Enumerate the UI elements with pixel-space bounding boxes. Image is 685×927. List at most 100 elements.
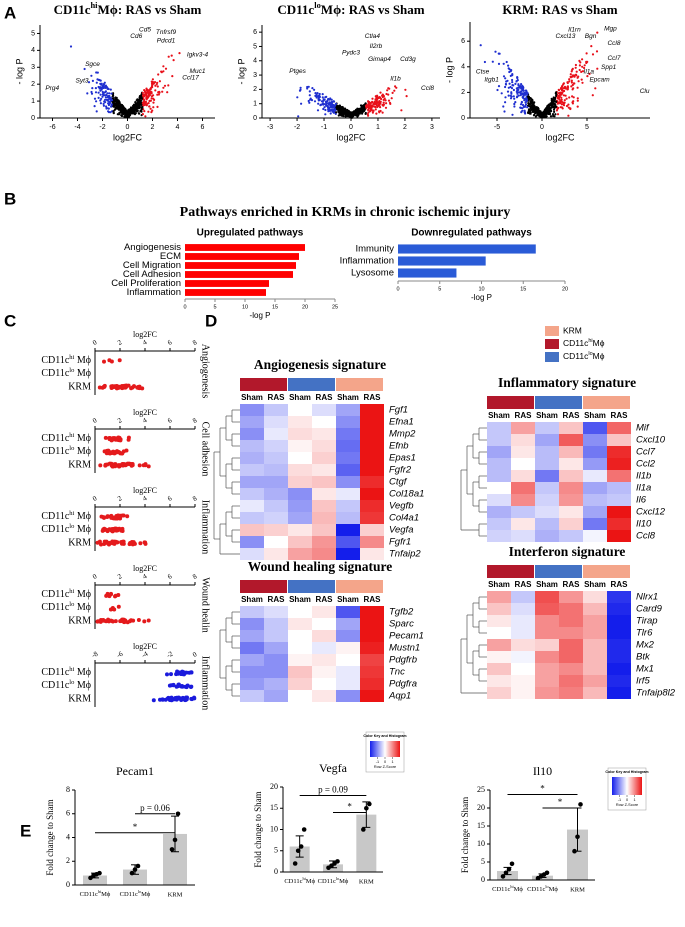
strip-dot (188, 684, 193, 689)
heatmap-cell (607, 591, 631, 603)
volcano-point (103, 81, 106, 84)
volcano-point (324, 113, 327, 116)
x-tick-label: -2 (294, 124, 300, 131)
strip-dot (117, 358, 122, 363)
strip-dot (128, 540, 133, 545)
heatmap-cell (312, 618, 336, 630)
volcano-point (113, 100, 116, 103)
volcano-point (361, 109, 364, 113)
label-part: Mϕ (74, 511, 91, 522)
x-tick-label: -4 (74, 124, 80, 131)
annotation: p = 0.06 (140, 803, 170, 813)
volcano-point (479, 44, 482, 47)
heatmap-cell (559, 675, 583, 687)
key-tick-label: 1 (391, 760, 393, 764)
volcano-point (314, 92, 317, 95)
volcano-point (510, 78, 514, 82)
volcano-point (525, 99, 528, 103)
heatmap-cell (487, 675, 511, 687)
volcano-point (138, 95, 141, 98)
volcano-point (326, 105, 329, 108)
heatmap-cell (535, 506, 559, 518)
heatmap-cell (288, 404, 312, 416)
volcano-point (138, 112, 141, 115)
bar (185, 262, 296, 269)
volcano-point (157, 93, 160, 96)
volcano-point (521, 88, 525, 91)
heatmap-cell (535, 603, 559, 615)
volcano-point (104, 101, 107, 104)
heatmap-cell (535, 482, 559, 494)
volcano-point (367, 114, 370, 117)
column-label: Sham (337, 393, 359, 402)
gene-label: Il1b (390, 76, 401, 83)
volcano-point (161, 90, 164, 93)
heatmap-cell (240, 642, 264, 654)
label-part: hi (510, 884, 514, 889)
key-label: Row Z-Score (616, 803, 638, 807)
x-tick-label: 5 (213, 304, 216, 310)
volcano-point (541, 111, 544, 114)
heatmap-cell (312, 428, 336, 440)
heatmap-cell (535, 639, 559, 651)
volcano-point (318, 95, 321, 98)
heatmap-cell (240, 452, 264, 464)
label-part: CD11c (41, 524, 70, 535)
heatmap-cell (336, 690, 360, 702)
heatmap-cell (511, 663, 535, 675)
strip-dot (106, 451, 111, 456)
heatmap-cell (264, 666, 288, 678)
strip-dot (107, 358, 112, 363)
volcano-point (144, 115, 147, 118)
volcano-point (514, 82, 517, 85)
volcano-point (166, 91, 169, 94)
volcano-point (99, 93, 102, 96)
volcano-point (95, 110, 98, 113)
x-axis-label: log2FC (133, 642, 157, 651)
volcano-point (127, 109, 131, 113)
gene-label: Il1b (636, 471, 651, 482)
volcano-point (132, 108, 135, 111)
x-tick-label: KRM (570, 886, 585, 893)
heatmap-cell (336, 618, 360, 630)
y-tick-label: 5 (253, 43, 257, 50)
panel-letter: D (205, 311, 217, 330)
strip-dot (113, 526, 117, 531)
volcano-point (147, 89, 150, 92)
volcano-point (110, 105, 113, 108)
strip-dot (125, 514, 130, 519)
volcano-point (570, 79, 573, 82)
heatmap-cell (607, 422, 631, 434)
volcano-point (519, 90, 522, 93)
heatmap-cell (511, 603, 535, 615)
volcano-point (382, 101, 385, 104)
heatmap-cell (487, 603, 511, 615)
volcano-point (122, 110, 125, 113)
volcano-point (367, 102, 370, 105)
y-tick-label: 5 (274, 846, 278, 855)
volcano-point (560, 103, 563, 106)
gene-label: Spp1 (601, 64, 617, 71)
heatmap-cell (288, 440, 312, 452)
y-tick-label: 2 (253, 86, 257, 93)
data-point (169, 847, 175, 852)
label-part: lo (314, 0, 321, 10)
gene-label: Tgfb2 (389, 607, 414, 618)
x-tick-label: 2 (116, 494, 123, 503)
volcano-point (377, 96, 380, 99)
volcano-point (553, 98, 556, 101)
heatmap-cell (312, 404, 336, 416)
heatmap-cell (288, 476, 312, 488)
gene-label: Itgb1 (484, 76, 499, 83)
heatmap-cell (360, 630, 384, 642)
gene-label: Pdgfra (389, 679, 417, 690)
volcano-point (596, 31, 599, 34)
volcano-point (563, 101, 566, 104)
data-point (572, 848, 577, 854)
label-part: hi (69, 432, 74, 439)
volcano-point (527, 111, 530, 114)
heatmap-cell (583, 518, 607, 530)
gene-label: Mif (636, 423, 650, 434)
volcano-point (583, 64, 586, 67)
heatmap-cell (288, 524, 312, 536)
